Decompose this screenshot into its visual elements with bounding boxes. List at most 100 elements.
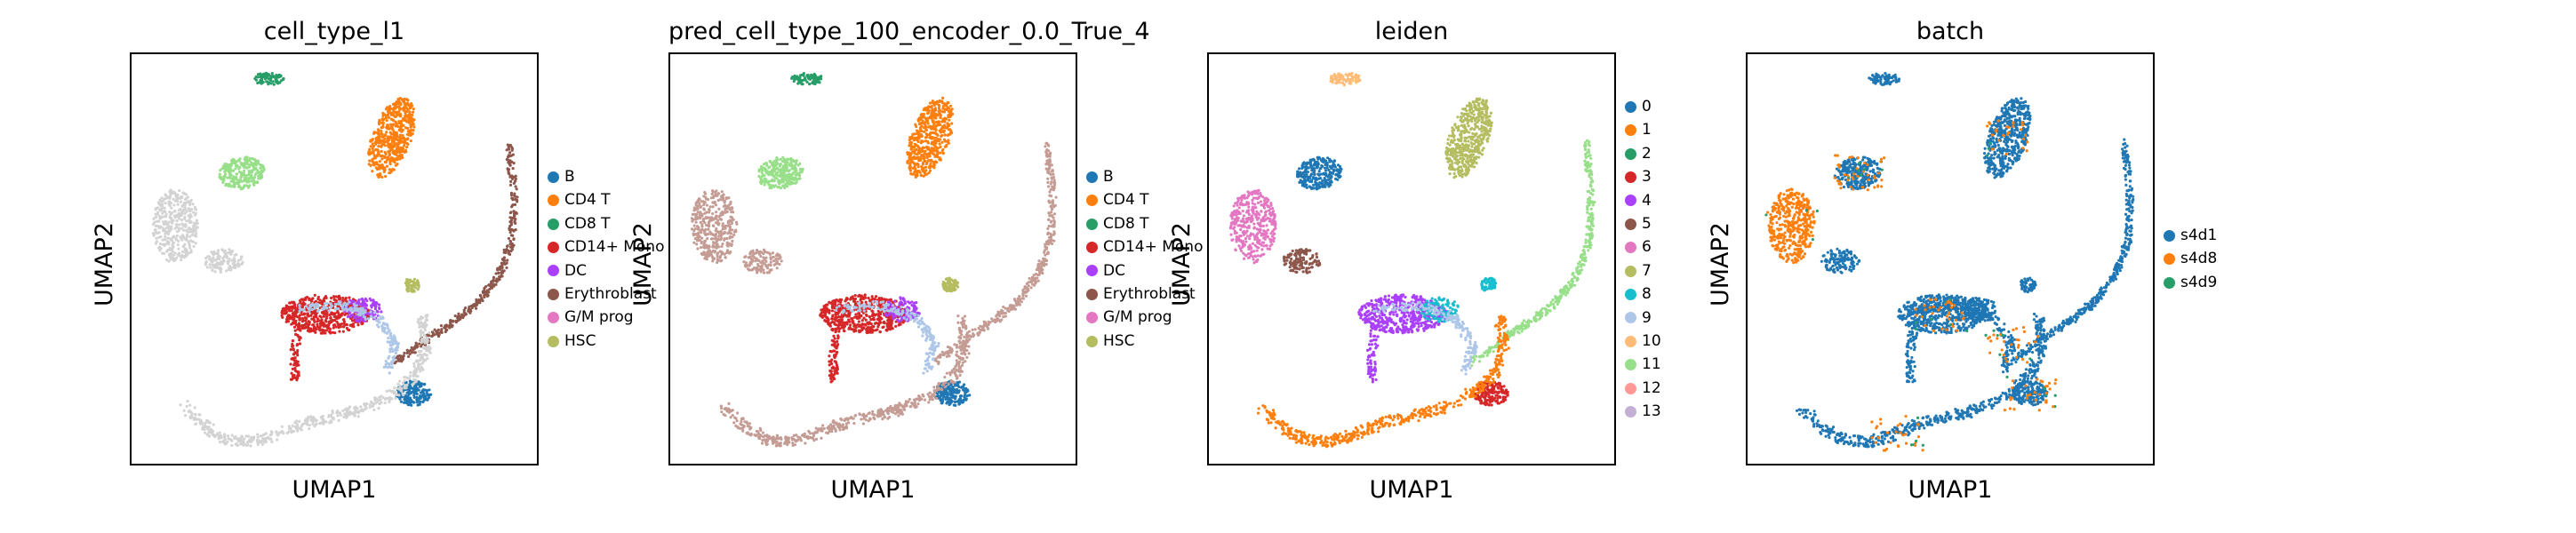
data-point xyxy=(308,305,312,309)
data-point xyxy=(785,165,788,169)
data-point xyxy=(223,433,227,436)
data-point xyxy=(170,217,173,220)
data-point xyxy=(700,200,704,203)
data-point xyxy=(352,325,356,329)
data-point xyxy=(461,315,465,320)
data-point xyxy=(155,219,158,223)
data-point xyxy=(475,298,478,301)
data-point xyxy=(398,358,402,362)
data-point xyxy=(319,416,323,419)
data-point xyxy=(488,287,492,291)
data-point xyxy=(322,305,325,308)
data-point xyxy=(325,312,329,315)
data-point xyxy=(348,296,351,299)
data-point xyxy=(380,175,384,179)
data-point xyxy=(172,259,176,263)
data-point xyxy=(764,168,768,171)
data-point xyxy=(422,393,426,396)
data-point xyxy=(407,350,411,354)
data-point xyxy=(193,228,196,232)
data-point xyxy=(931,164,934,168)
data-point xyxy=(922,112,925,116)
data-point xyxy=(932,147,935,150)
data-point xyxy=(790,181,795,185)
data-point xyxy=(932,111,935,115)
data-point xyxy=(948,354,951,358)
data-point xyxy=(199,422,203,426)
data-point xyxy=(403,137,406,140)
data-point xyxy=(332,323,335,327)
data-point xyxy=(928,164,932,169)
data-point xyxy=(927,110,931,114)
data-point xyxy=(715,211,718,214)
data-point xyxy=(942,130,946,134)
data-point xyxy=(408,374,412,378)
data-point xyxy=(721,227,724,231)
data-point xyxy=(502,257,506,260)
data-point xyxy=(252,166,256,170)
data-point xyxy=(513,219,516,223)
data-point xyxy=(912,132,916,136)
data-point xyxy=(270,440,274,443)
data-point xyxy=(937,138,940,141)
data-point xyxy=(187,199,190,203)
data-point xyxy=(343,323,347,327)
data-point xyxy=(172,203,176,207)
data-point xyxy=(371,404,374,408)
data-point xyxy=(798,162,802,165)
data-point xyxy=(744,255,748,259)
data-point xyxy=(372,301,375,306)
data-point xyxy=(820,75,823,78)
data-point xyxy=(695,201,699,204)
data-point xyxy=(812,72,816,76)
data-point xyxy=(180,250,185,253)
data-point xyxy=(1050,180,1053,184)
data-point xyxy=(303,326,307,330)
legend-entry: CD14+ Mono xyxy=(548,235,664,259)
data-point xyxy=(947,139,950,142)
data-point xyxy=(286,320,291,323)
data-point xyxy=(719,211,723,215)
data-point xyxy=(230,443,234,448)
legend-marker xyxy=(548,218,559,230)
data-point xyxy=(399,400,404,403)
data-point xyxy=(298,318,301,322)
data-point xyxy=(266,435,270,440)
data-point xyxy=(263,77,267,81)
data-point xyxy=(235,181,238,185)
data-point xyxy=(394,120,397,123)
data-point xyxy=(700,240,703,243)
data-point xyxy=(248,176,252,179)
data-point xyxy=(931,149,934,153)
data-point xyxy=(316,308,320,312)
data-point xyxy=(703,239,708,243)
data-point xyxy=(260,75,264,79)
data-point xyxy=(188,210,192,213)
data-point xyxy=(708,219,711,223)
data-point xyxy=(356,415,360,418)
data-point xyxy=(365,299,369,303)
data-point xyxy=(711,249,715,252)
data-point xyxy=(511,167,515,171)
data-point xyxy=(412,107,415,111)
data-point xyxy=(195,219,199,222)
data-point xyxy=(420,390,424,394)
data-point xyxy=(371,160,374,163)
data-point xyxy=(405,146,409,149)
data-point xyxy=(800,82,804,85)
data-point xyxy=(290,378,293,381)
data-point xyxy=(730,219,733,223)
data-point xyxy=(373,398,377,402)
data-point xyxy=(345,407,348,410)
data-point xyxy=(290,309,293,313)
data-point xyxy=(353,414,356,418)
data-point xyxy=(398,154,402,157)
data-point xyxy=(457,312,460,315)
data-point xyxy=(228,167,232,171)
data-point xyxy=(227,168,230,171)
data-point xyxy=(411,400,414,403)
data-point xyxy=(284,304,288,307)
panel-title: cell_type_l1 xyxy=(263,18,405,45)
data-point xyxy=(304,418,308,421)
data-point xyxy=(399,139,403,142)
